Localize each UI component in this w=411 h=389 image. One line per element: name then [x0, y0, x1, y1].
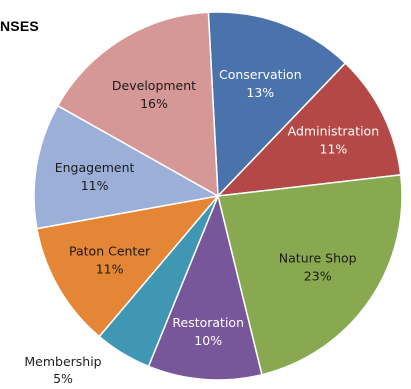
slice-development	[56, 11, 219, 198]
slice-paton-center	[36, 194, 220, 338]
slice-label-membership: Membership	[24, 354, 102, 369]
slice-value-administration: 11%	[320, 142, 348, 157]
slice-value-membership: 5%	[53, 371, 73, 386]
slice-label-development: Development	[112, 78, 196, 93]
outside-label-membership: Membership 5%	[8, 353, 118, 387]
slice-label-conservation: Conservation	[219, 67, 302, 82]
slice-engagement	[33, 104, 221, 230]
slice-value-paton-center: 11%	[96, 262, 124, 277]
slice-label-paton-center: Paton Center	[69, 244, 151, 259]
slice-restoration	[147, 193, 263, 381]
chart-title: NSES	[0, 18, 39, 34]
slice-value-conservation: 13%	[246, 85, 274, 100]
slice-value-engagement: 11%	[81, 178, 109, 193]
slice-label-engagement: Engagement	[55, 160, 135, 175]
slice-nature-shop	[217, 174, 403, 376]
slice-conservation	[207, 11, 347, 198]
slice-label-administration: Administration	[288, 124, 379, 139]
slice-value-restoration: 10%	[194, 333, 222, 348]
slice-value-development: 16%	[140, 96, 168, 111]
slice-value-nature-shop: 23%	[304, 268, 332, 283]
slice-label-restoration: Restoration	[172, 315, 244, 330]
slice-administration	[216, 62, 402, 197]
slice-label-nature-shop: Nature Shop	[279, 250, 357, 265]
